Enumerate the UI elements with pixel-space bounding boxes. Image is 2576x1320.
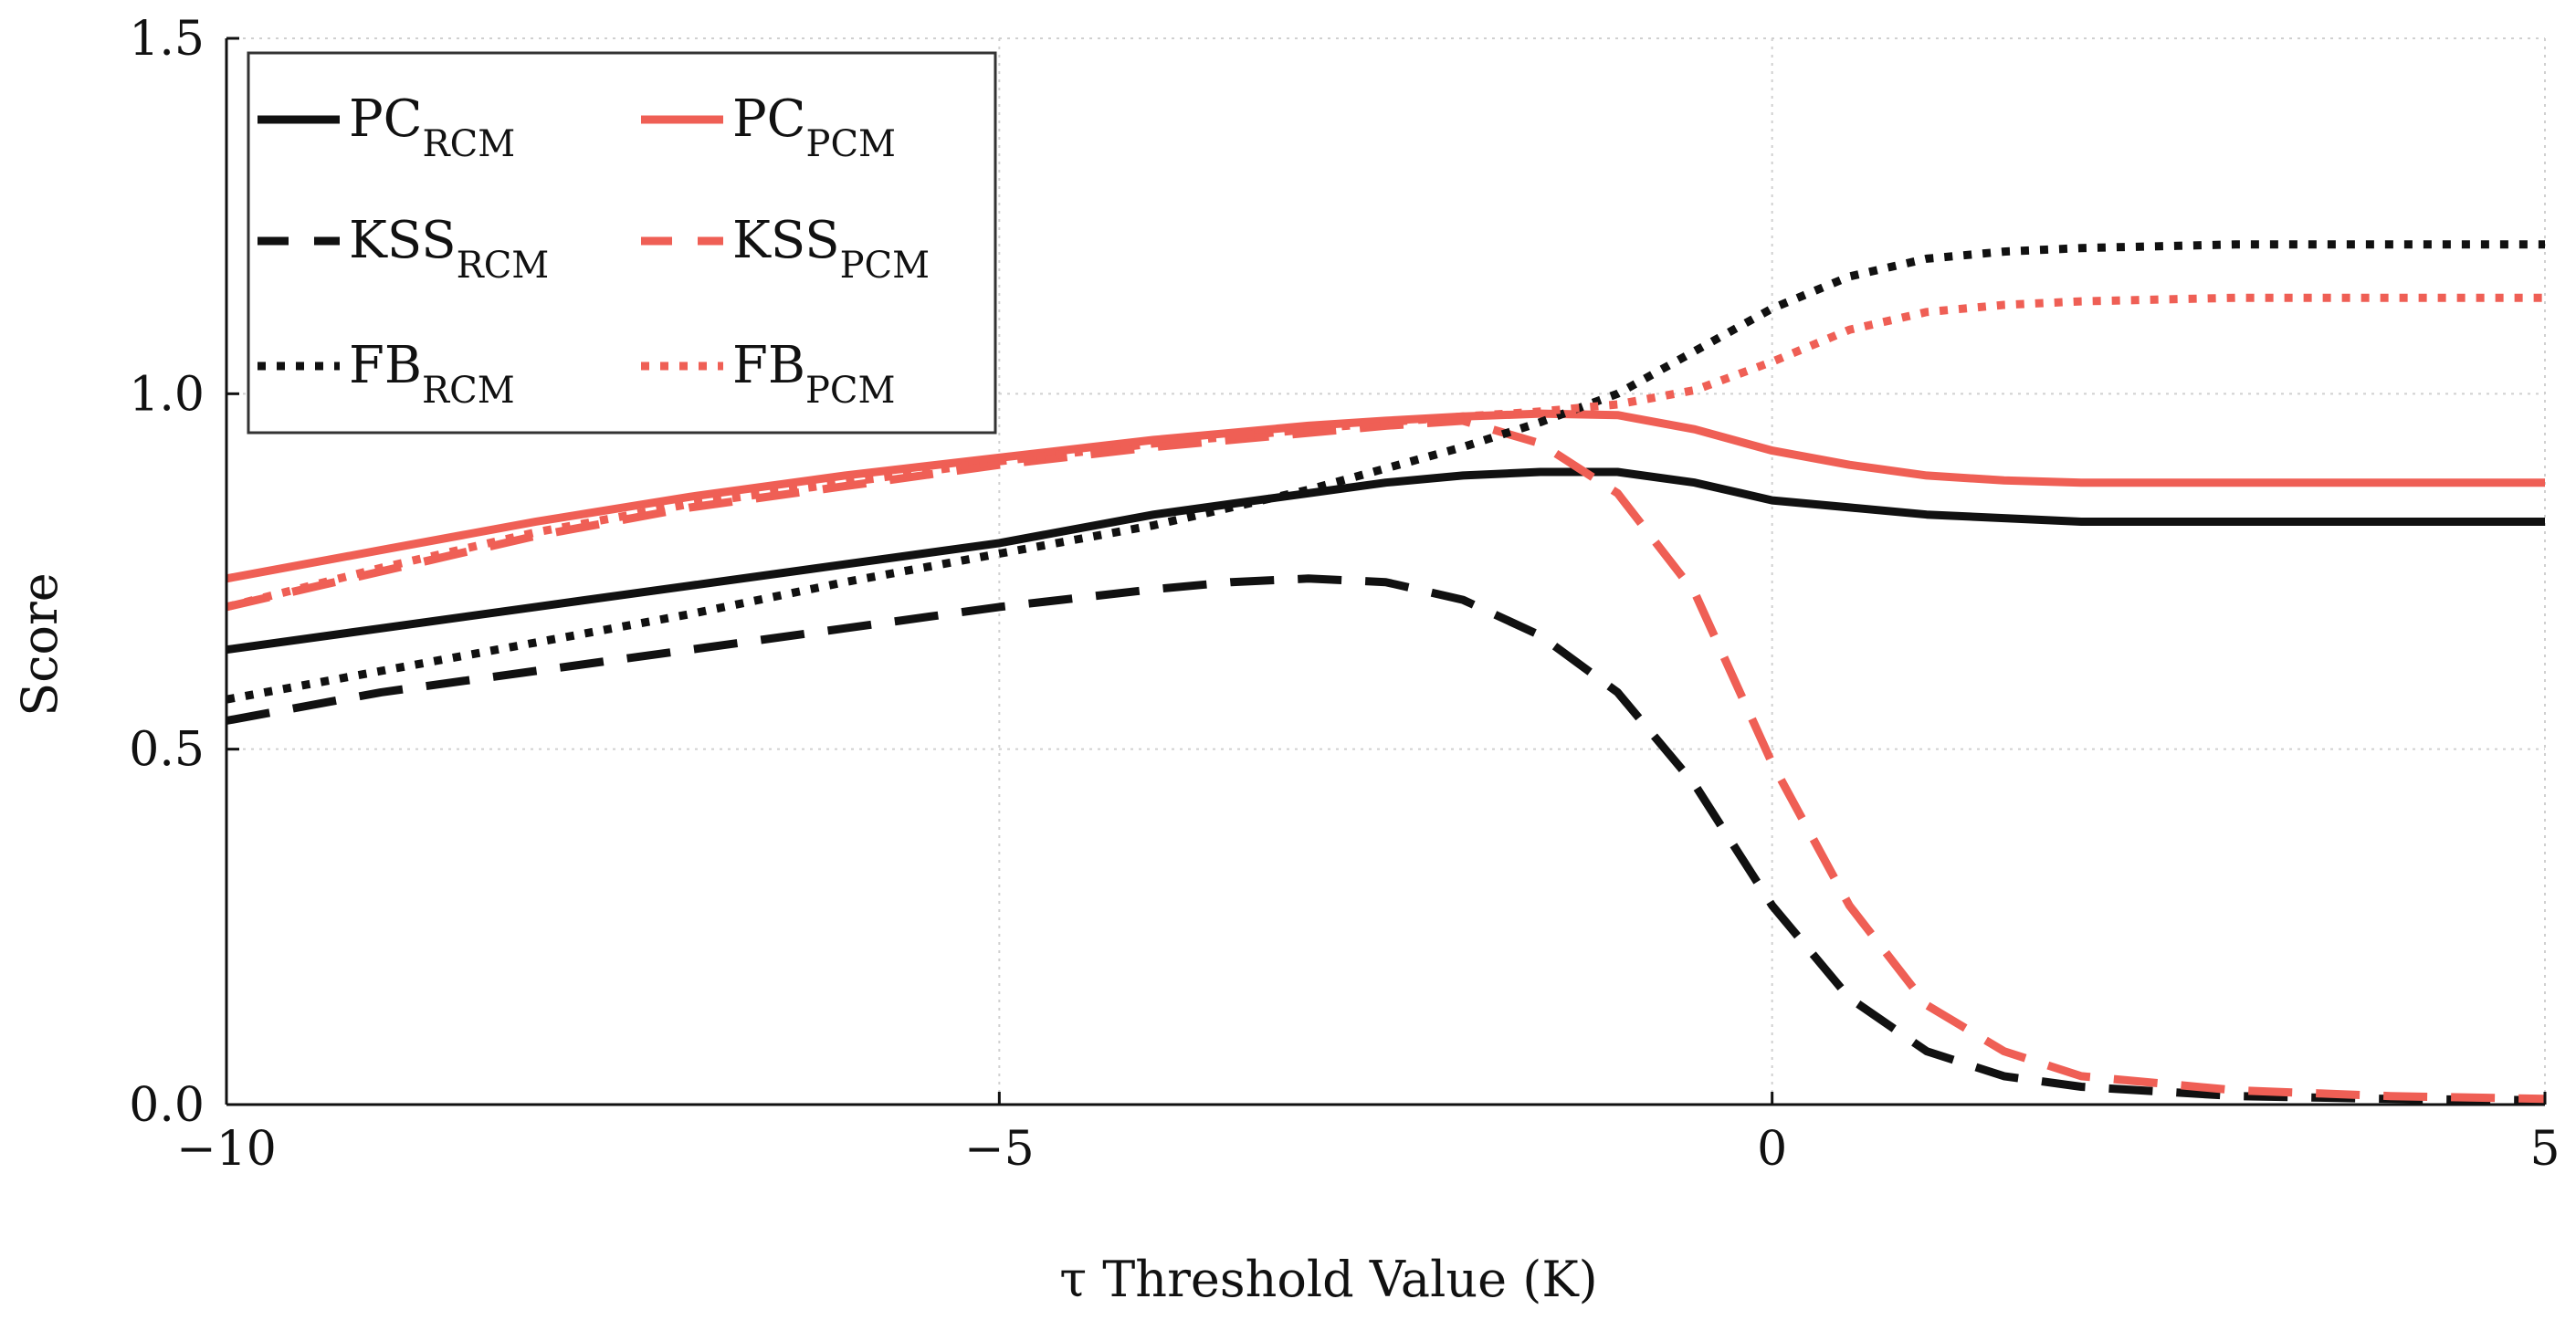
legend-label-fb-rcm: FBRCM bbox=[349, 336, 515, 412]
x-tick-label: −10 bbox=[176, 1122, 277, 1177]
legend: PCRCM PCPCM KSSRCM KSSPCM FBRCM FBPCM bbox=[247, 51, 997, 435]
legend-label-pc-rcm: PCRCM bbox=[349, 89, 515, 165]
x-tick-label: 5 bbox=[2529, 1122, 2560, 1177]
x-tick-label: −5 bbox=[964, 1122, 1035, 1177]
series-line-pc-rcm bbox=[226, 467, 2545, 655]
legend-label-fb-pcm: FBPCM bbox=[732, 336, 896, 412]
x-tick-label: 0 bbox=[1757, 1122, 1787, 1177]
series-lines bbox=[225, 240, 2546, 1105]
y-tick-label: 0.0 bbox=[129, 1078, 205, 1133]
legend-label-kss-pcm: KSSPCM bbox=[732, 211, 930, 287]
x-axis-title: τ Threshold Value (K) bbox=[1059, 1251, 1598, 1308]
y-tick-label: 1.0 bbox=[129, 367, 205, 422]
tick-labels: −10 −5 0 5 0.0 0.5 1.0 1.5 bbox=[129, 12, 2560, 1177]
series-line-kss-rcm bbox=[226, 574, 2546, 1105]
series-line-fb-pcm bbox=[225, 293, 2545, 612]
legend-label-kss-rcm: KSSRCM bbox=[349, 211, 549, 287]
series-line-kss-pcm bbox=[225, 416, 2546, 1104]
y-tick-label: 0.5 bbox=[129, 723, 205, 778]
legend-label-pc-pcm: PCPCM bbox=[732, 89, 896, 165]
axes bbox=[225, 37, 2547, 1106]
legend-box bbox=[247, 51, 997, 435]
y-tick-label: 1.5 bbox=[129, 12, 205, 67]
y-axis-title: Score bbox=[11, 572, 68, 717]
series-line-fb-rcm bbox=[226, 240, 2545, 704]
